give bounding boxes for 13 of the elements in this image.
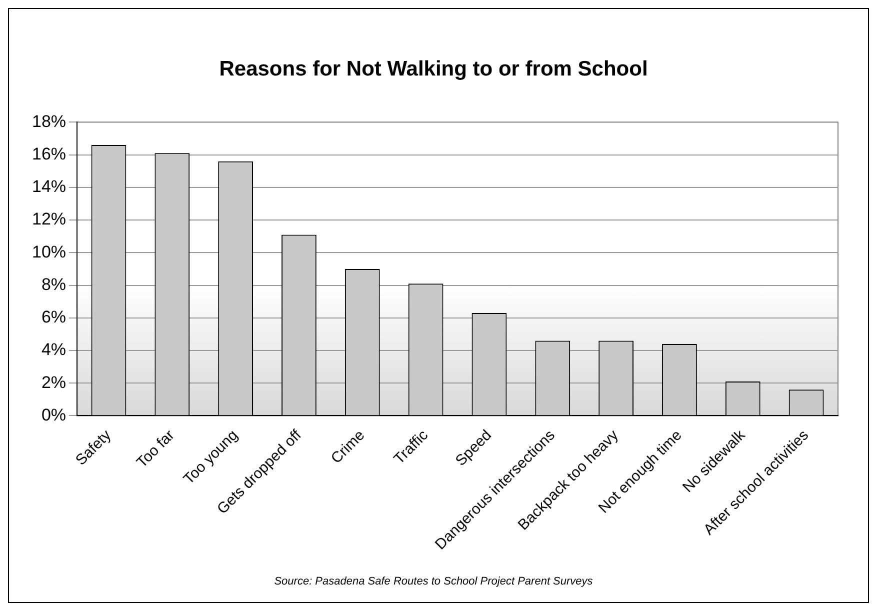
y-tick-label: 8% <box>41 274 66 294</box>
y-tick-label: 0% <box>41 405 66 424</box>
chart-title: Reasons for Not Walking to or from School <box>219 57 648 80</box>
y-tick-label: 4% <box>41 340 66 360</box>
y-tick-label: 16% <box>32 144 66 164</box>
y-tick-label: 18% <box>32 112 66 131</box>
y-tick-label: 6% <box>41 308 66 327</box>
source-note: Source: Pasadena Safe Routes to School Project Parent Surveys <box>274 575 594 588</box>
y-tick-label: 14% <box>32 177 66 196</box>
y-tick-label: 10% <box>32 242 66 262</box>
x-tick-label: Too far <box>133 426 178 472</box>
y-tick-label: 2% <box>41 372 66 392</box>
y-tick-label: 12% <box>32 210 66 229</box>
